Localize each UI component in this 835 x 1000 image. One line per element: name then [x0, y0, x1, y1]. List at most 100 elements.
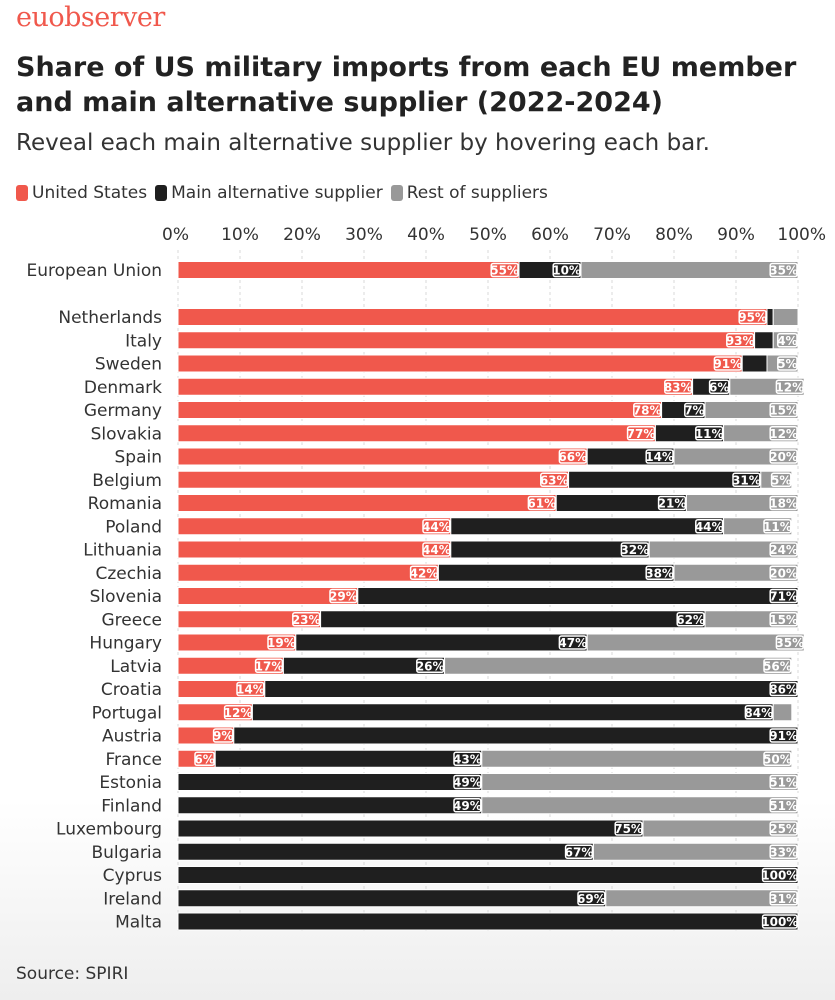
bar-segment[interactable] [580, 261, 799, 279]
bar-segment[interactable] [177, 261, 520, 279]
data-label-bg [775, 379, 804, 394]
data-label: 95% [738, 311, 767, 325]
data-label-bg [645, 565, 674, 580]
bar-segment[interactable] [177, 912, 799, 931]
data-label-bg [769, 728, 798, 743]
data-label-bg [409, 565, 439, 580]
legend: United States Main alternative supplier … [16, 182, 556, 204]
bar-segment[interactable] [177, 866, 799, 884]
data-label-bg [684, 402, 705, 418]
data-label-bg [416, 658, 445, 673]
data-label: 15% [769, 404, 798, 418]
data-label-bg [223, 705, 253, 720]
data-label: 9% [213, 729, 233, 743]
data-label: 44% [422, 543, 451, 557]
bar-segment[interactable] [605, 889, 799, 908]
legend-item-united-states[interactable]: United States [16, 183, 147, 203]
bar-segment[interactable] [673, 563, 799, 582]
bar-segment[interactable] [673, 447, 799, 466]
data-label-bg [695, 426, 724, 441]
bar-segment[interactable] [177, 331, 756, 350]
data-label: 44% [695, 520, 724, 534]
bar-segment[interactable] [357, 587, 799, 605]
data-label-bg [769, 612, 798, 627]
legend-item-main-alternative[interactable]: Main alternative supplier [155, 183, 383, 203]
data-label: 100% [761, 915, 798, 929]
bar-segment[interactable] [177, 773, 483, 791]
data-label: 15% [769, 613, 798, 627]
bar-segment[interactable] [177, 401, 663, 419]
bar-segment[interactable] [177, 540, 452, 559]
data-label-bg [676, 612, 705, 627]
category-label: Spain [115, 448, 163, 468]
bar-segment[interactable] [481, 773, 799, 791]
bar-segment[interactable] [481, 796, 799, 815]
data-label: 11% [695, 427, 724, 441]
data-label: 66% [558, 450, 587, 464]
bar-segment[interactable] [264, 680, 799, 698]
data-label: 10% [552, 264, 581, 278]
data-label: 42% [410, 566, 439, 580]
bar-segment[interactable] [648, 540, 799, 559]
data-label: 25% [769, 822, 798, 836]
data-label: 69% [577, 892, 606, 906]
bar-segment[interactable] [295, 633, 588, 652]
bar-segment[interactable] [177, 447, 588, 466]
data-label-bg [726, 333, 755, 348]
bar-segment[interactable] [177, 819, 644, 838]
bar-segment[interactable] [741, 354, 768, 373]
bar-segment[interactable] [177, 354, 743, 373]
data-label-bg [732, 472, 761, 487]
data-label-bg [695, 519, 724, 534]
bar-segment[interactable] [772, 308, 799, 326]
data-label: 35% [769, 264, 798, 278]
bar-segment[interactable] [177, 889, 607, 908]
bar-segment[interactable] [586, 633, 805, 652]
data-label: 49% [453, 799, 482, 813]
bar-segment[interactable] [177, 308, 768, 326]
data-label: 17% [255, 659, 284, 673]
x-tick-label: 70% [593, 225, 631, 245]
bar-segment[interactable] [233, 726, 799, 745]
bar-segment[interactable] [177, 377, 694, 396]
bar-segment[interactable] [177, 796, 483, 815]
bar-segment[interactable] [177, 517, 452, 536]
data-label-bg [558, 635, 587, 650]
data-label-bg [769, 565, 798, 580]
bar-segment[interactable] [177, 563, 439, 582]
data-label: 78% [633, 404, 662, 418]
bar-segment[interactable] [177, 842, 594, 861]
category-label: Sweden [95, 355, 162, 375]
data-label: 14% [236, 683, 265, 697]
bar-segment[interactable] [320, 610, 706, 629]
bar-segment[interactable] [177, 424, 656, 443]
category-label: Greece [101, 610, 162, 630]
data-label-bg [422, 542, 451, 557]
category-label: Germany [84, 401, 162, 421]
category-label: Poland [105, 517, 162, 537]
bar-segment[interactable] [642, 819, 799, 838]
bar-segment[interactable] [214, 749, 483, 768]
data-label: 20% [769, 450, 798, 464]
bar-segment[interactable] [444, 656, 793, 675]
bar-segment[interactable] [772, 703, 793, 722]
data-label: 12% [769, 427, 798, 441]
legend-item-rest[interactable]: Rest of suppliers [390, 183, 548, 203]
bar-segment[interactable] [754, 331, 774, 350]
category-label: France [105, 750, 162, 770]
bar-segment[interactable] [177, 470, 570, 489]
bar-segment[interactable] [766, 308, 774, 326]
data-label-bg [664, 379, 693, 394]
category-label: Finland [101, 796, 162, 816]
category-label: Malta [115, 913, 162, 933]
legend-label: Main alternative supplier [171, 183, 383, 203]
bar-segment[interactable] [592, 842, 799, 861]
bar-segment[interactable] [251, 703, 774, 722]
bar-segment[interactable] [437, 563, 675, 582]
bar-segment[interactable] [450, 517, 725, 536]
data-label-bg [558, 449, 587, 464]
bar-segment[interactable] [177, 494, 557, 512]
legend-label: Rest of suppliers [406, 183, 548, 203]
bar-segment[interactable] [481, 749, 793, 768]
data-label: 75% [614, 822, 643, 836]
